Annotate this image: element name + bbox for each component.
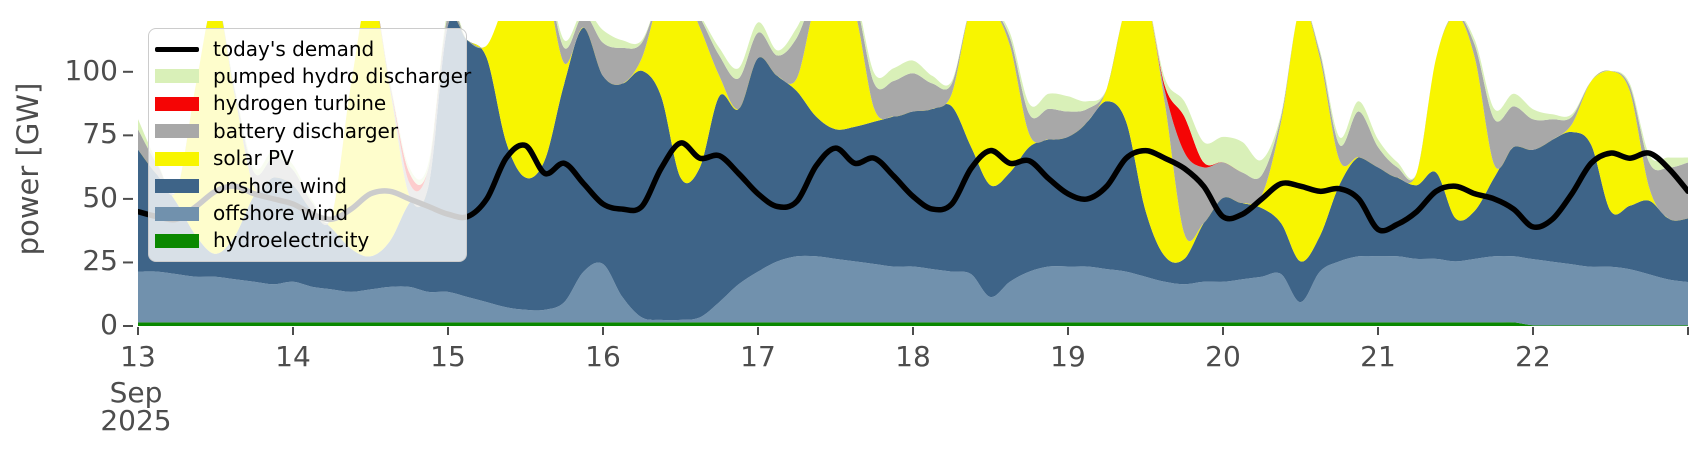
ytick-label-100: 100	[64, 53, 118, 87]
legend-item-todays-demand: today's demand	[155, 36, 466, 62]
legend-label: pumped hydro discharger	[213, 63, 472, 88]
chart-legend: today's demand pumped hydro discharger h…	[148, 28, 471, 262]
legend-item-onshore-wind: onshore wind	[155, 173, 466, 199]
legend-label: hydroelectricity	[213, 228, 370, 253]
stacked-areas	[138, 21, 1688, 326]
x-axis-year-label: 2025	[100, 404, 172, 437]
legend-label: today's demand	[213, 36, 375, 61]
legend-label: solar PV	[213, 146, 294, 171]
pumped-hydro-swatch	[155, 69, 199, 84]
legend-item-offshore-wind: offshore wind	[155, 201, 466, 227]
xtick-label-22: 22	[1515, 340, 1551, 373]
ytick-label-25: 25	[82, 244, 118, 278]
xtick-label-16: 16	[585, 340, 621, 373]
legend-item-hydrogen-turbine: hydrogen turbine	[155, 91, 466, 117]
area-pumped-hydro-discharger	[138, 21, 1688, 224]
onshore-wind-swatch	[155, 179, 199, 194]
offshore-wind-swatch	[155, 206, 199, 221]
ytick-label-0: 0	[100, 308, 118, 341]
legend-label: offshore wind	[213, 201, 349, 226]
axis-tick-marks	[123, 70, 1689, 335]
xtick-label-13: 13	[120, 340, 156, 373]
xtick-label-20: 20	[1205, 340, 1241, 373]
legend-label: battery discharger	[213, 118, 399, 143]
legend-item-pumped-hydro-discharger: pumped hydro discharger	[155, 63, 471, 89]
ytick-label-75: 75	[82, 117, 118, 151]
demand-line-swatch	[155, 46, 199, 52]
legend-label: onshore wind	[213, 173, 347, 198]
legend-item-solar-pv: solar PV	[155, 146, 466, 172]
area-offshore-wind	[138, 255, 1688, 326]
xtick-label-19: 19	[1050, 340, 1086, 373]
xtick-label-21: 21	[1360, 340, 1396, 373]
legend-item-battery-discharger: battery discharger	[155, 118, 466, 144]
xtick-label-17: 17	[740, 340, 776, 373]
area-solar-PV	[138, 21, 1688, 263]
xtick-label-15: 15	[430, 340, 466, 373]
legend-item-hydroelectricity: hydroelectricity	[155, 228, 466, 254]
solar-pv-swatch	[155, 151, 199, 166]
hydroelectricity-swatch	[155, 233, 199, 248]
hydrogen-turbine-swatch	[155, 96, 199, 111]
area-hydroelectricity	[138, 322, 1688, 326]
battery-discharger-swatch	[155, 124, 199, 139]
x-axis-month-label: Sep	[109, 376, 163, 409]
ytick-label-50: 50	[82, 180, 118, 214]
xtick-label-14: 14	[275, 340, 311, 373]
xtick-label-18: 18	[895, 340, 931, 373]
area-onshore-wind	[138, 21, 1688, 321]
legend-label: hydrogen turbine	[213, 91, 387, 116]
